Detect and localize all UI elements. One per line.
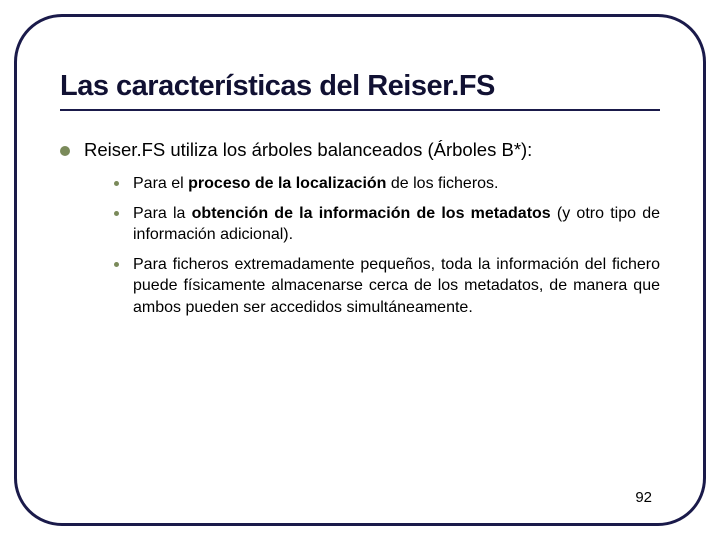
sub-bullet-item: Para la obtención de la información de l…	[114, 203, 660, 246]
bullet-icon	[114, 262, 119, 267]
bullet-icon	[60, 146, 70, 156]
sub-bullet-item: Para ficheros extremadamente pequeños, t…	[114, 254, 660, 319]
slide-content: Las características del Reiser.FS Reiser…	[60, 70, 660, 500]
slide-title: Las características del Reiser.FS	[60, 70, 660, 111]
sub-bullet-text: Para ficheros extremadamente pequeños, t…	[133, 254, 660, 319]
main-bullet-text: Reiser.FS utiliza los árboles balanceado…	[84, 139, 532, 161]
page-number: 92	[635, 489, 652, 506]
main-bullet: Reiser.FS utiliza los árboles balanceado…	[60, 139, 660, 161]
sub-bullet-text: Para la obtención de la información de l…	[133, 203, 660, 246]
bullet-icon	[114, 181, 119, 186]
bullet-icon	[114, 211, 119, 216]
sub-bullet-item: Para el proceso de la localización de lo…	[114, 173, 660, 195]
sub-bullet-text: Para el proceso de la localización de lo…	[133, 173, 660, 195]
sub-bullet-list: Para el proceso de la localización de lo…	[114, 173, 660, 319]
